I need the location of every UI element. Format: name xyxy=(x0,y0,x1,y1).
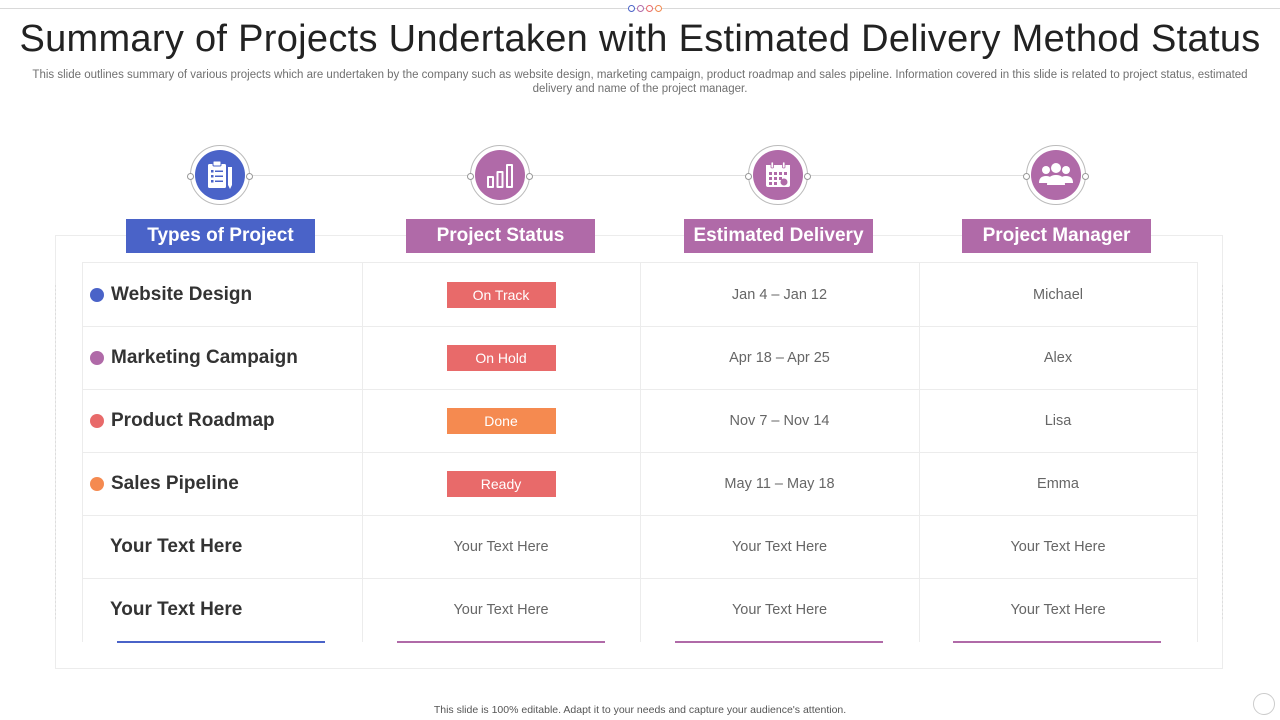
manager-cell: Michael xyxy=(1033,286,1083,303)
top-dots-decoration xyxy=(628,5,662,12)
status-cell: Your Text Here xyxy=(453,538,549,555)
project-name: Marketing Campaign xyxy=(111,346,298,368)
status-badge: On Hold xyxy=(446,344,556,371)
status-badge: Done xyxy=(446,407,556,434)
table-row: Product Roadmap Done Nov 7 – Nov 14 Lisa xyxy=(82,389,1197,453)
status-badge: On Track xyxy=(446,281,556,308)
project-name-cell: Your Text Here xyxy=(110,535,243,557)
bullet-dot xyxy=(90,413,104,428)
team-icon xyxy=(1039,163,1073,185)
table-row: Marketing Campaign On Hold Apr 18 – Apr … xyxy=(82,326,1197,390)
table-row: Your Text Here Your Text Here Your Text … xyxy=(82,578,1197,641)
bullet-dot xyxy=(90,350,104,365)
bullet-dot xyxy=(90,287,104,302)
bar-chart-icon xyxy=(487,164,513,188)
project-name: Sales Pipeline xyxy=(111,472,239,494)
manager-cell: Your Text Here xyxy=(1010,538,1106,555)
project-name-cell: Sales Pipeline xyxy=(90,452,360,515)
status-cell: Your Text Here xyxy=(453,601,549,618)
project-name-cell: Marketing Campaign xyxy=(90,326,360,389)
table-row: Your Text Here Your Text Here Your Text … xyxy=(82,515,1197,579)
project-name-cell: Product Roadmap xyxy=(90,389,360,452)
manager-cell: Your Text Here xyxy=(1010,601,1106,618)
status-badge: Ready xyxy=(446,470,556,497)
manager-cell: Alex xyxy=(1043,349,1073,366)
manager-cell: Emma xyxy=(1037,475,1079,492)
slide-subtitle: This slide outlines summary of various p… xyxy=(32,69,1248,95)
delivery-cell: May 11 – May 18 xyxy=(724,475,835,492)
project-name-cell: Your Text Here xyxy=(110,598,243,620)
clipboard-icon xyxy=(208,160,232,189)
status-cell: Done xyxy=(362,389,640,452)
column-underline xyxy=(397,641,605,643)
status-icon-circle xyxy=(467,145,533,205)
status-cell: On Hold xyxy=(362,326,640,389)
project-name: Product Roadmap xyxy=(111,409,275,431)
delivery-cell: Your Text Here xyxy=(731,538,828,555)
column-underline xyxy=(953,641,1161,643)
project-table: Website Design On Track Jan 4 – Jan 12 M… xyxy=(82,262,1197,643)
delivery-icon-circle xyxy=(745,145,811,205)
header-project-status: Project Status xyxy=(406,219,595,253)
column-underline xyxy=(117,641,325,643)
manager-icon-circle xyxy=(1023,145,1089,205)
grid-line xyxy=(1197,262,1198,642)
slide-footer: This slide is 100% editable. Adapt it to… xyxy=(433,704,847,716)
icon-connector-line xyxy=(250,175,1030,176)
delivery-cell: Jan 4 – Jan 12 xyxy=(731,286,828,303)
project-name: Website Design xyxy=(111,283,253,305)
header-estimated-delivery: Estimated Delivery xyxy=(684,219,873,253)
left-dash-decoration xyxy=(55,285,56,620)
slide-title: Summary of Projects Undertaken with Esti… xyxy=(19,18,1261,60)
manager-cell: Lisa xyxy=(1044,412,1072,429)
delivery-cell: Nov 7 – Nov 14 xyxy=(729,412,830,429)
column-underline xyxy=(675,641,883,643)
header-project-manager: Project Manager xyxy=(962,219,1151,253)
delivery-cell: Your Text Here xyxy=(731,601,828,618)
header-types-of-project: Types of Project xyxy=(126,219,315,253)
delivery-cell: Apr 18 – Apr 25 xyxy=(729,349,830,366)
status-cell: On Track xyxy=(362,263,640,326)
bullet-dot xyxy=(90,476,104,491)
status-cell: Ready xyxy=(362,452,640,515)
project-name-cell: Website Design xyxy=(90,263,360,326)
table-row: Website Design On Track Jan 4 – Jan 12 M… xyxy=(82,263,1197,327)
corner-circle-decoration xyxy=(1253,693,1275,715)
table-row: Sales Pipeline Ready May 11 – May 18 Emm… xyxy=(82,452,1197,516)
right-dash-decoration xyxy=(1222,285,1223,620)
calendar-icon xyxy=(766,161,790,187)
types-icon-circle xyxy=(187,145,253,205)
